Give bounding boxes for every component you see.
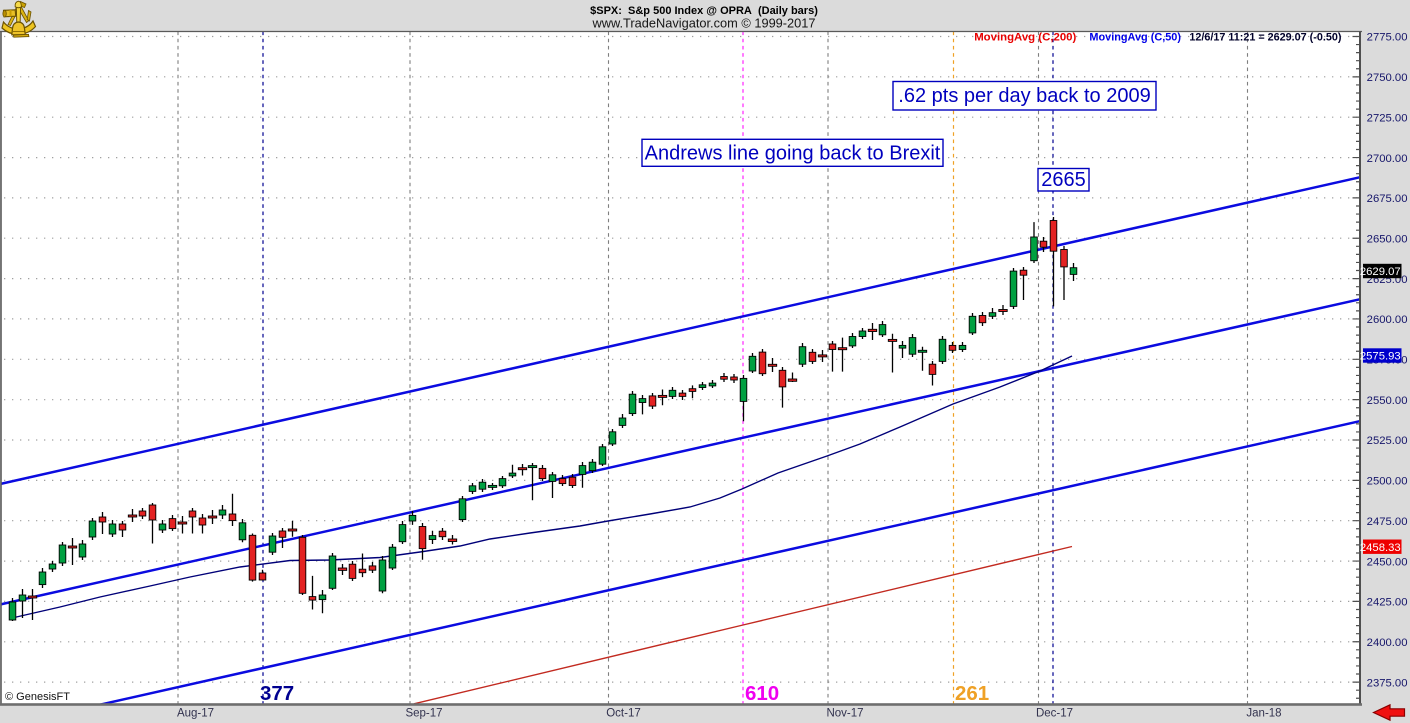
svg-text:© GenesisFT: © GenesisFT bbox=[5, 691, 70, 703]
svg-text:$SPX: S&p 500 Index @ OPRA (: $SPX: S&p 500 Index @ OPRA (Daily bars) bbox=[590, 5, 818, 17]
svg-text:2500.00: 2500.00 bbox=[1367, 476, 1408, 488]
svg-text:.62 pts per day back to 2009: .62 pts per day back to 2009 bbox=[898, 85, 1150, 107]
svg-text:610: 610 bbox=[745, 682, 779, 705]
svg-text:MovingAvg (C,200): MovingAvg (C,200) bbox=[974, 32, 1076, 44]
svg-text:2665: 2665 bbox=[1041, 169, 1086, 191]
svg-text:Oct-17: Oct-17 bbox=[606, 708, 641, 720]
svg-text:2725.00: 2725.00 bbox=[1367, 112, 1408, 124]
svg-text:2375.00: 2375.00 bbox=[1367, 677, 1408, 689]
svg-text:2650.00: 2650.00 bbox=[1367, 233, 1408, 245]
svg-text:www.TradeNavigator.com © 1999-: www.TradeNavigator.com © 1999-2017 bbox=[591, 16, 815, 31]
svg-text:2550.00: 2550.00 bbox=[1367, 395, 1408, 407]
svg-text:2425.00: 2425.00 bbox=[1367, 597, 1408, 609]
svg-text:Dec-17: Dec-17 bbox=[1036, 708, 1073, 720]
svg-text:2475.00: 2475.00 bbox=[1367, 516, 1408, 528]
svg-text:Aug-17: Aug-17 bbox=[177, 708, 214, 720]
svg-text:12/6/17 11:21 = 2629.07 (-0.50: 12/6/17 11:21 = 2629.07 (-0.50) bbox=[1189, 32, 1342, 44]
svg-text:MovingAvg (C,50): MovingAvg (C,50) bbox=[1089, 32, 1181, 44]
svg-text:377: 377 bbox=[260, 682, 294, 705]
svg-text:Nov-17: Nov-17 bbox=[826, 708, 863, 720]
svg-text:2575.93: 2575.93 bbox=[1360, 351, 1401, 363]
svg-text:2525.00: 2525.00 bbox=[1367, 435, 1408, 447]
svg-text:2775.00: 2775.00 bbox=[1367, 32, 1408, 44]
svg-text:2600.00: 2600.00 bbox=[1367, 314, 1408, 326]
svg-text:Andrews line going back to Bre: Andrews line going back to Brexit bbox=[645, 142, 941, 164]
svg-text:Jan-18: Jan-18 bbox=[1246, 708, 1281, 720]
svg-text:2700.00: 2700.00 bbox=[1367, 153, 1408, 165]
svg-text:2629.07: 2629.07 bbox=[1360, 266, 1401, 278]
svg-text:2450.00: 2450.00 bbox=[1367, 556, 1408, 568]
svg-text:2458.33: 2458.33 bbox=[1360, 542, 1401, 554]
svg-text:Sep-17: Sep-17 bbox=[405, 708, 442, 720]
svg-text:261: 261 bbox=[955, 682, 989, 705]
svg-text:2675.00: 2675.00 bbox=[1367, 193, 1408, 205]
svg-text:2400.00: 2400.00 bbox=[1367, 637, 1408, 649]
svg-text:2750.00: 2750.00 bbox=[1367, 72, 1408, 84]
